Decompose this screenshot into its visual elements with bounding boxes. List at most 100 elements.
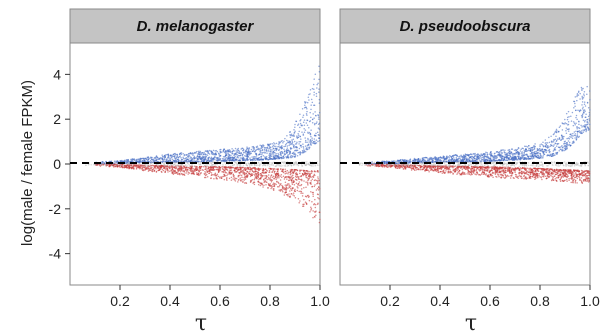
data-point (246, 164, 248, 167)
data-point (174, 164, 177, 167)
data-point (144, 166, 146, 168)
data-point (180, 165, 182, 167)
data-point (310, 208, 313, 210)
data-point (558, 138, 560, 140)
data-point (436, 158, 439, 160)
data-point (519, 167, 522, 169)
data-point (447, 159, 450, 162)
data-point (318, 71, 321, 73)
data-point (457, 160, 459, 162)
panel-title-pseudoobscura: D. pseudoobscura (400, 18, 531, 35)
data-point (292, 181, 295, 184)
data-point (212, 161, 215, 164)
data-point (310, 98, 313, 101)
data-point (142, 157, 145, 160)
data-point (442, 155, 445, 157)
data-point (295, 172, 298, 174)
data-point (224, 163, 227, 166)
data-point (85, 164, 87, 167)
data-point (237, 169, 239, 172)
data-point (253, 178, 255, 181)
data-point (239, 159, 241, 162)
data-point (391, 160, 394, 163)
data-point (211, 164, 213, 167)
data-point (572, 142, 575, 144)
data-point (216, 163, 218, 166)
data-point (264, 152, 267, 154)
data-point (271, 158, 273, 160)
data-point (171, 170, 173, 173)
data-point (141, 163, 144, 166)
data-point (414, 158, 416, 161)
data-point (234, 154, 236, 156)
data-point (202, 160, 205, 163)
data-point (303, 150, 306, 152)
data-point (209, 165, 212, 168)
data-point (272, 144, 275, 146)
data-point (508, 153, 511, 155)
data-point (197, 160, 200, 163)
data-point (222, 166, 224, 168)
data-point (577, 136, 580, 139)
data-point (507, 149, 509, 151)
data-point (249, 166, 252, 169)
data-point (93, 163, 96, 166)
data-point (116, 161, 118, 164)
data-point (277, 145, 279, 148)
data-point (181, 159, 183, 161)
data-point (565, 129, 567, 132)
data-point (433, 157, 435, 160)
data-point (300, 163, 303, 166)
data-point (164, 170, 166, 173)
data-point (264, 158, 267, 160)
data-point (498, 159, 501, 161)
data-point (275, 145, 277, 148)
data-point (230, 154, 232, 157)
data-point (147, 168, 149, 170)
data-point (478, 154, 481, 157)
data-point (439, 159, 442, 161)
data-point (164, 156, 167, 158)
data-point (567, 137, 570, 139)
data-point (291, 152, 294, 154)
data-point (206, 175, 209, 178)
data-point (261, 152, 263, 154)
data-point (152, 162, 155, 165)
data-point (309, 111, 311, 114)
data-point (312, 165, 314, 167)
data-point (204, 150, 207, 152)
data-point (151, 165, 153, 167)
data-point (574, 133, 577, 135)
data-point (125, 162, 127, 164)
data-point (225, 178, 228, 180)
data-point (460, 154, 462, 157)
data-point (176, 173, 179, 175)
data-point (240, 174, 243, 177)
data-point (223, 161, 226, 164)
data-point (580, 114, 583, 117)
data-point (196, 161, 199, 163)
data-point (278, 182, 280, 185)
data-point (242, 172, 244, 174)
data-point (190, 156, 193, 159)
data-point (483, 160, 486, 163)
data-point (462, 154, 465, 156)
data-point (519, 158, 522, 161)
data-point (201, 155, 204, 158)
data-point (111, 164, 113, 167)
data-point (304, 129, 307, 131)
data-point (308, 131, 311, 134)
data-point (307, 138, 309, 141)
data-point (287, 171, 290, 174)
data-point (308, 163, 310, 165)
data-point (260, 147, 263, 149)
data-point (464, 153, 467, 155)
data-point (493, 158, 496, 160)
data-point (568, 143, 571, 146)
data-point (219, 150, 221, 153)
data-point (488, 156, 490, 159)
data-point (306, 110, 308, 113)
data-point (280, 165, 282, 167)
data-point (141, 166, 144, 169)
data-point (145, 157, 147, 160)
